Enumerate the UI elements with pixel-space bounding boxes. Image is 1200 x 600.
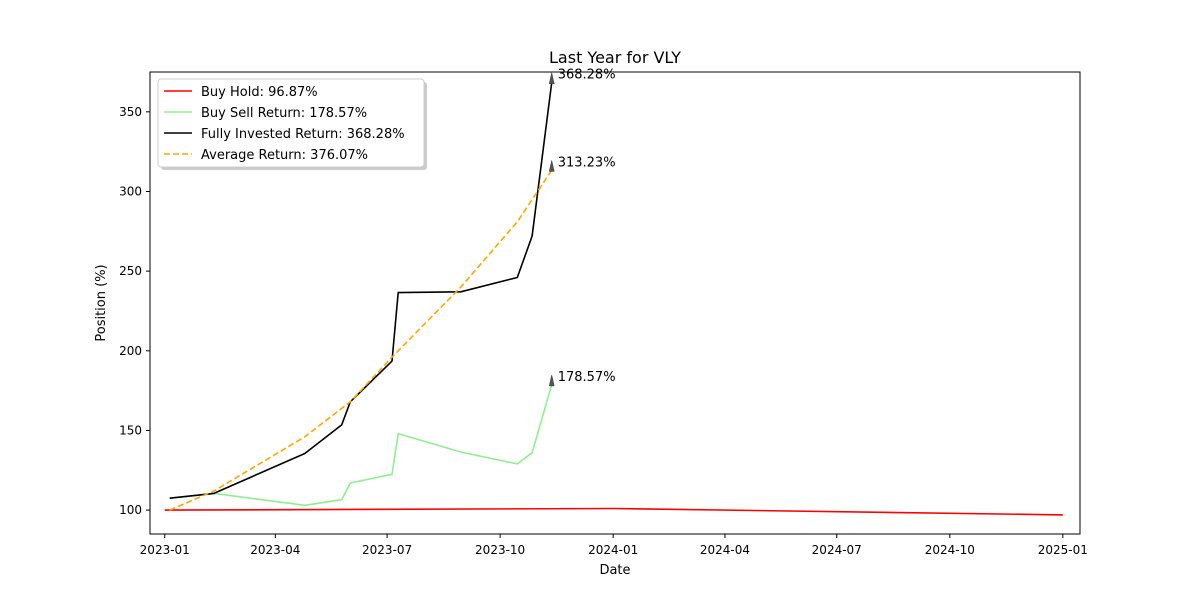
y-tick-label: 200: [119, 344, 142, 358]
x-tick-label: 2024-04: [700, 543, 750, 557]
x-axis-label: Date: [599, 563, 630, 578]
chart-title: Last Year for VLY: [549, 48, 681, 67]
x-tick-label: 2025-01: [1038, 543, 1088, 557]
series-layer: [164, 82, 1063, 516]
x-tick-label: 2023-10: [475, 543, 525, 557]
y-tick-label: 250: [119, 264, 142, 278]
legend-box: [157, 78, 425, 168]
annotation-arrow: [548, 160, 555, 172]
series-line-2: [169, 384, 553, 507]
legend-label: Buy Hold: 96.87%: [201, 85, 318, 100]
legend: Buy Hold: 96.87% Buy Sell Return: 178.57%…: [157, 78, 427, 170]
series-line-3: [169, 82, 553, 499]
annotation-arrow: [548, 72, 555, 84]
annotation-label: 368.28%: [558, 68, 616, 83]
series-line-1: [164, 507, 1063, 516]
x-tick-label: 2023-01: [140, 543, 190, 557]
legend-label: Buy Sell Return: 178.57%: [201, 106, 367, 121]
y-axis-label: Position (%): [94, 264, 109, 341]
legend-label: Average Return: 376.07%: [201, 148, 368, 163]
y-tick-label: 150: [119, 423, 142, 437]
y-tick-label: 100: [119, 503, 142, 517]
y-tick-label: 300: [119, 184, 142, 198]
y-tick-label: 350: [119, 105, 142, 119]
legend-label: Fully Invested Return: 368.28%: [201, 127, 405, 142]
annotation-label: 313.23%: [558, 155, 616, 170]
x-tick-label: 2023-04: [250, 543, 300, 557]
annotations: 368.28% 313.23% 178.57%: [548, 68, 616, 387]
x-tick-label: 2024-10: [925, 543, 975, 557]
annotation-label: 178.57%: [558, 370, 616, 385]
axes: 2023-01 2023-04 2023-07 2023-10 2024-01 2024-…: [119, 105, 1088, 557]
x-tick-label: 2024-07: [812, 543, 862, 557]
x-tick-label: 2024-01: [588, 543, 638, 557]
x-tick-label: 2023-07: [362, 543, 412, 557]
series-line-4: [169, 169, 553, 511]
annotation-arrow: [548, 374, 555, 387]
plot-area: [149, 71, 1081, 535]
